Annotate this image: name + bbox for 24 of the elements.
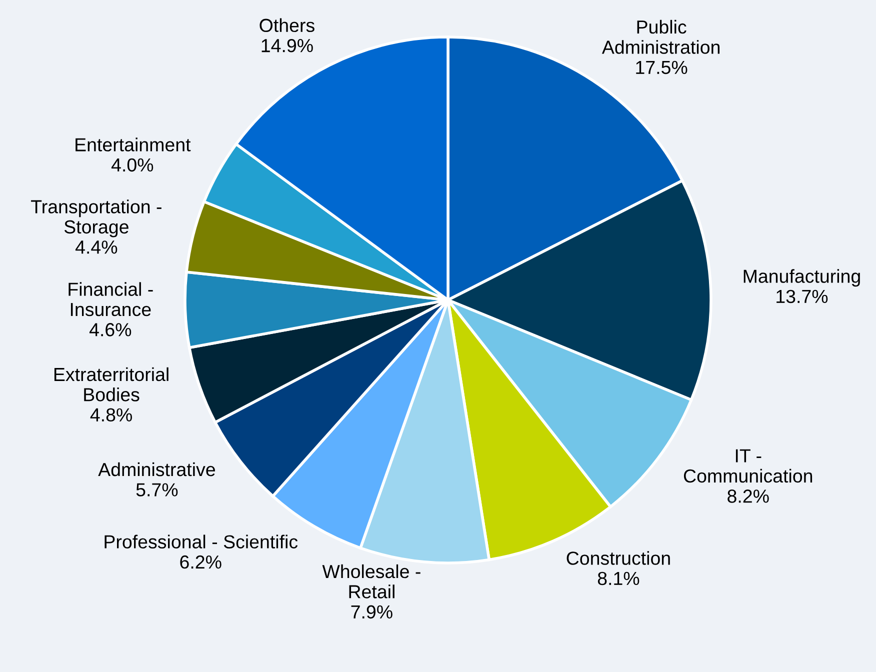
slice-label: Manufacturing bbox=[744, 269, 860, 287]
data-label: 4.6% bbox=[89, 323, 132, 336]
slice-label: Extraterritorial Bodies bbox=[54, 367, 168, 402]
slice-label: Public Administration bbox=[602, 20, 720, 54]
data-label: 4.0% bbox=[111, 158, 154, 172]
data-label: 7.9% bbox=[351, 605, 392, 619]
data-label: 4.8% bbox=[90, 408, 132, 422]
slice-label: IT - Communication bbox=[684, 449, 812, 483]
slice-label: Financial - Insurance bbox=[68, 282, 153, 316]
slice-label: Wholesale - Retail bbox=[322, 564, 420, 598]
slice-label: Transportation - Storage bbox=[31, 200, 162, 238]
data-label: 6.2% bbox=[180, 555, 222, 569]
slice-label: Administrative bbox=[98, 462, 215, 476]
data-label: 4.4% bbox=[75, 240, 118, 254]
data-label: 14.9% bbox=[262, 38, 313, 52]
data-label: 17.5% bbox=[636, 60, 688, 74]
slice-label: Others bbox=[260, 18, 314, 32]
data-label: 5.7% bbox=[136, 483, 178, 496]
data-label: 8.1% bbox=[598, 572, 640, 586]
slice-label: Professional - Scientific bbox=[104, 534, 298, 548]
data-label: 8.2% bbox=[728, 490, 769, 503]
slice-label: Entertainment bbox=[76, 138, 191, 152]
data-label: 13.7% bbox=[776, 290, 828, 304]
slice-label: Construction bbox=[566, 551, 670, 565]
